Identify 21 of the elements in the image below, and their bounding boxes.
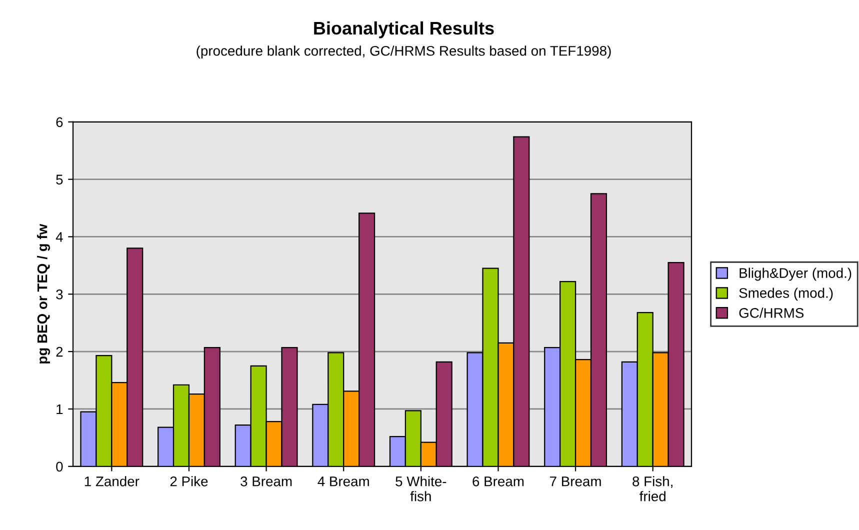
- x-tick-label: 2 Pike: [170, 476, 208, 486]
- x-tick-label: 6 Bream: [472, 476, 524, 486]
- y-tick-label: 1: [56, 404, 63, 414]
- x-tick-label: 1 Zander: [84, 476, 140, 486]
- y-tick-label: 5: [56, 174, 63, 184]
- x-tick-label: 4 Bream: [318, 476, 369, 486]
- legend-label: Smedes (mod.): [739, 288, 833, 301]
- y-tick-label: 4: [56, 232, 63, 242]
- legend-label: Bligh&Dyer (mod.): [740, 268, 852, 281]
- y-tick-label: 3: [56, 289, 63, 300]
- legend-label: GC/HRMS: [739, 308, 804, 318]
- x-tick-label: 3 Bream: [240, 476, 292, 486]
- y-tick-label: 0: [56, 462, 63, 472]
- y-tick-label: 2: [56, 346, 63, 357]
- x-tick-label: 5 White- fish: [396, 476, 446, 502]
- x-tick-label: 8 Fish, fried: [632, 476, 672, 502]
- y-tick-label: 6: [56, 117, 63, 128]
- x-tick-label: 7 Bream: [550, 476, 601, 486]
- y-axis-title: pg BEQ or TEQ / g fw: [37, 224, 50, 364]
- chart-title: Bioanalytical Results: [314, 21, 494, 38]
- chart-subtitle: (procedure blank corrected, GC/HRMS Results based on TEF1998): [196, 46, 611, 59]
